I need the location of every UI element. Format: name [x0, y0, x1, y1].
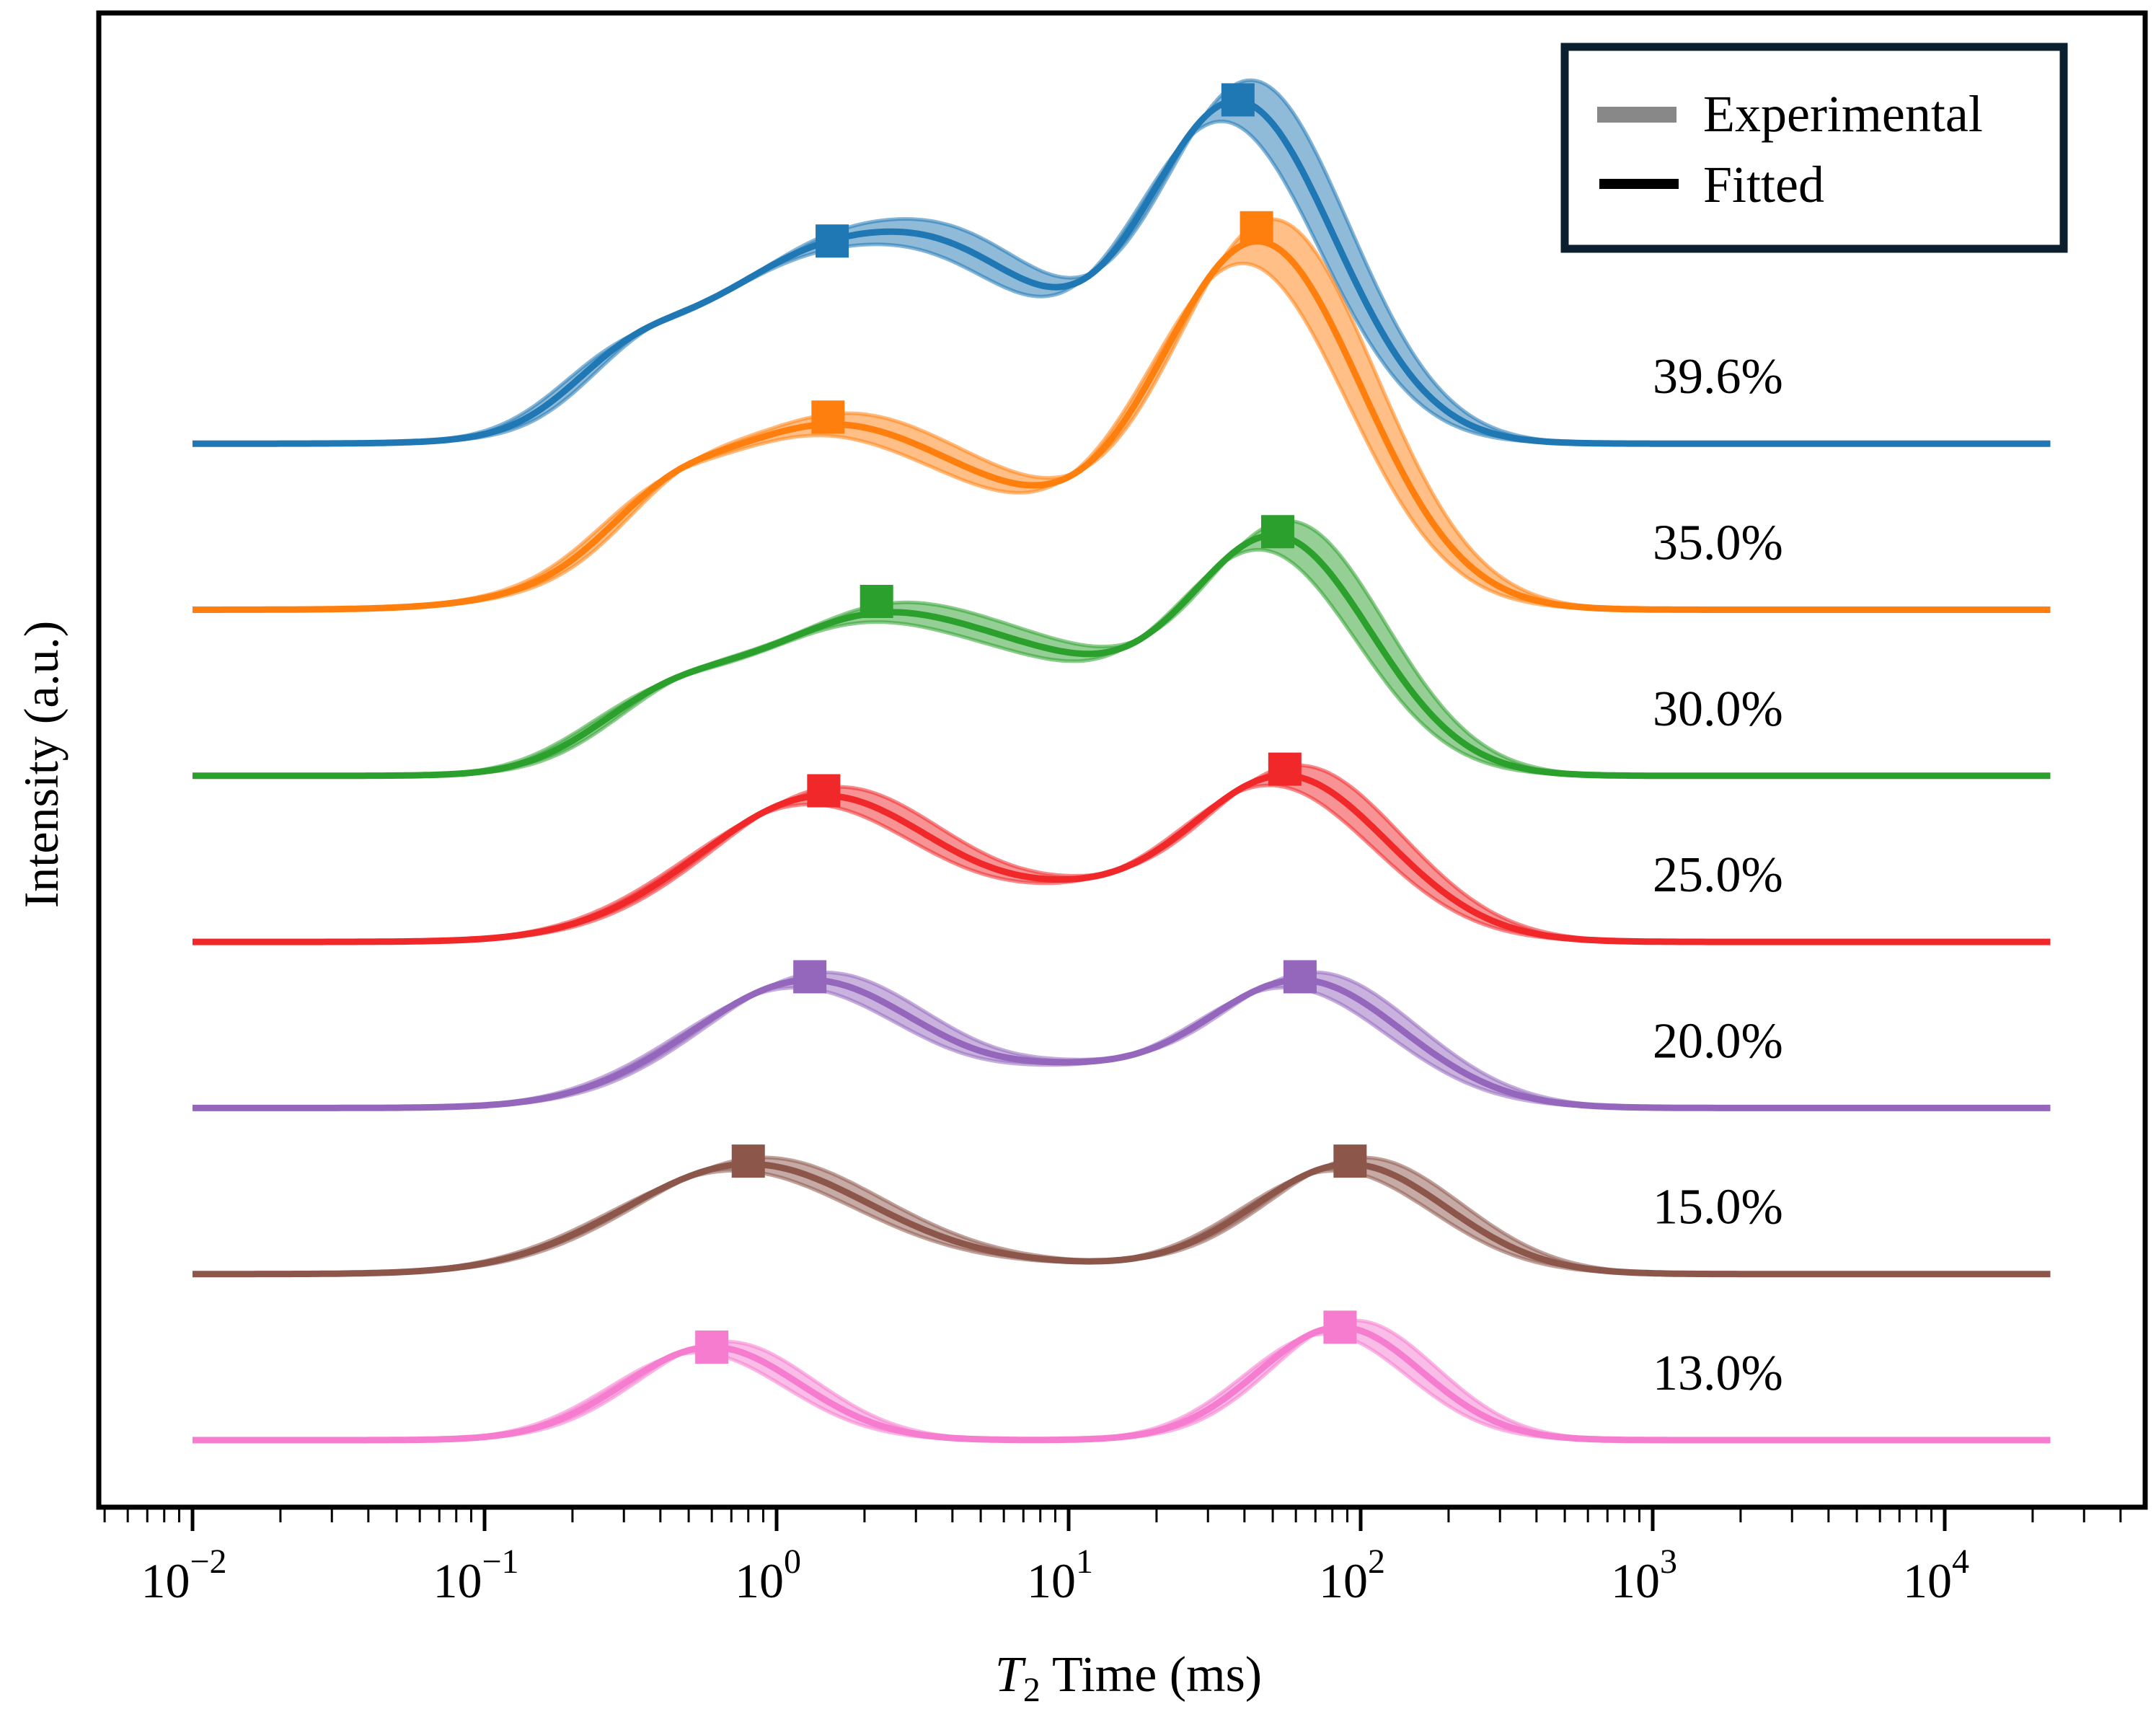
peak-marker — [731, 1144, 765, 1178]
legend-frame — [1560, 43, 2068, 253]
fitted-line — [193, 1160, 2051, 1278]
peak-marker — [860, 584, 893, 618]
series-label: 30.0% — [1653, 681, 1783, 737]
peak-marker — [1221, 83, 1255, 117]
series-label: 15.0% — [1653, 1180, 1783, 1235]
x-tick-label: 104 — [1903, 1543, 1969, 1608]
series-396: 39.6% — [193, 78, 2051, 447]
x-tick-label: 101 — [1027, 1543, 1093, 1608]
series-300: 30.0% — [193, 515, 2051, 780]
x-tick-label: 10−2 — [141, 1543, 226, 1608]
fitted-line — [193, 97, 2051, 447]
y-axis-label: Intensity (a.u.) — [14, 621, 69, 908]
plot-frame — [96, 10, 2148, 1510]
fitted-line — [193, 772, 2051, 945]
peak-marker — [793, 960, 827, 994]
peak-marker — [1283, 960, 1317, 994]
x-tick-label: 10−1 — [433, 1543, 518, 1608]
x-axis-label: T2 Time (ms) — [995, 1647, 1262, 1709]
series-label: 39.6% — [1653, 349, 1783, 405]
fitted-line — [193, 1323, 2051, 1444]
series-label: 35.0% — [1653, 516, 1783, 571]
x-axis-ticks — [103, 1507, 2122, 1531]
peak-marker — [811, 400, 845, 434]
legend-label-fitted: Fitted — [1703, 156, 1824, 213]
peak-marker — [1323, 1310, 1357, 1344]
x-tick-label: 103 — [1611, 1543, 1677, 1608]
series-250: 25.0% — [193, 752, 2051, 945]
series-label: 13.0% — [1653, 1346, 1783, 1401]
series-200: 20.0% — [193, 960, 2051, 1111]
legend: Experimental Fitted — [1560, 43, 2068, 253]
peak-marker — [816, 224, 849, 258]
peak-marker — [1333, 1144, 1367, 1178]
legend-label-experimental: Experimental — [1703, 85, 1983, 143]
fitted-line — [193, 531, 2051, 780]
peak-marker — [1268, 752, 1302, 786]
peak-marker — [695, 1331, 729, 1364]
x-tick-label: 102 — [1319, 1543, 1385, 1608]
fitted-line — [193, 238, 2051, 613]
legend-swatch-fitted — [1599, 179, 1679, 189]
series-150: 15.0% — [193, 1144, 2051, 1278]
series-label: 25.0% — [1653, 847, 1783, 903]
peak-marker — [1260, 515, 1294, 549]
series-label: 20.0% — [1653, 1013, 1783, 1069]
series-350: 35.0% — [193, 211, 2051, 613]
fitted-line — [193, 976, 2051, 1111]
peak-marker — [807, 774, 841, 808]
peak-marker — [1240, 211, 1273, 244]
series-layer: 39.6% 35.0% 30.0% 25.0% 20.0% 15.0% 13.0% — [193, 78, 2051, 1444]
experimental-line — [193, 547, 2051, 778]
legend-swatch-experimental — [1597, 107, 1676, 123]
x-axis-tick-labels: 10−2 10−1 100 101 102 103 104 — [141, 1543, 1969, 1608]
series-130: 13.0% — [193, 1310, 2051, 1444]
x-tick-label: 100 — [735, 1543, 801, 1608]
